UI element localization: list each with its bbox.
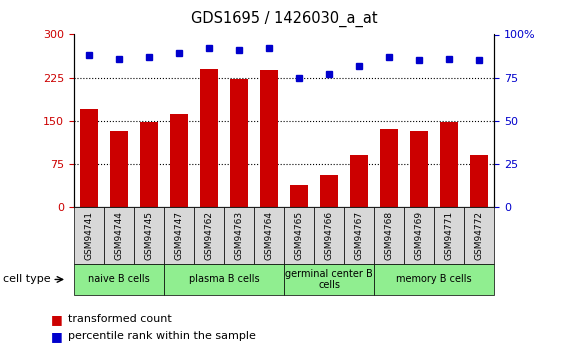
Text: GSM94763: GSM94763 (235, 211, 244, 260)
Bar (440, 122, 458, 207)
Bar (80, 109, 98, 207)
Text: GSM94772: GSM94772 (475, 211, 483, 260)
Bar (110, 131, 128, 207)
Text: GSM94766: GSM94766 (324, 211, 333, 260)
Bar (200, 69, 218, 207)
Text: plasma B cells: plasma B cells (189, 275, 259, 284)
Text: percentile rank within the sample: percentile rank within the sample (68, 332, 256, 341)
Text: cell type: cell type (3, 275, 51, 284)
Bar (410, 131, 428, 207)
Text: GSM94771: GSM94771 (445, 211, 454, 260)
Bar (470, 155, 488, 207)
Bar (140, 122, 158, 207)
Text: transformed count: transformed count (68, 314, 172, 324)
Text: GSM94765: GSM94765 (295, 211, 303, 260)
Text: GSM94762: GSM94762 (204, 211, 214, 260)
Text: GSM94764: GSM94764 (265, 211, 273, 260)
Bar (350, 155, 368, 207)
Text: GSM94745: GSM94745 (144, 211, 153, 260)
Text: GSM94767: GSM94767 (354, 211, 364, 260)
Bar (320, 175, 338, 207)
Text: germinal center B
cells: germinal center B cells (285, 269, 373, 290)
Text: naive B cells: naive B cells (88, 275, 150, 284)
Bar (170, 114, 188, 207)
Text: GSM94741: GSM94741 (85, 211, 93, 260)
Text: ■: ■ (51, 313, 62, 326)
Text: GSM94768: GSM94768 (385, 211, 394, 260)
Bar (260, 70, 278, 207)
Text: ■: ■ (51, 330, 62, 343)
Bar (230, 79, 248, 207)
Bar (290, 185, 308, 207)
Text: GSM94747: GSM94747 (174, 211, 183, 260)
Text: GDS1695 / 1426030_a_at: GDS1695 / 1426030_a_at (191, 10, 377, 27)
Text: GSM94769: GSM94769 (415, 211, 424, 260)
Text: GSM94744: GSM94744 (114, 211, 123, 260)
Text: memory B cells: memory B cells (396, 275, 472, 284)
Bar (380, 129, 398, 207)
